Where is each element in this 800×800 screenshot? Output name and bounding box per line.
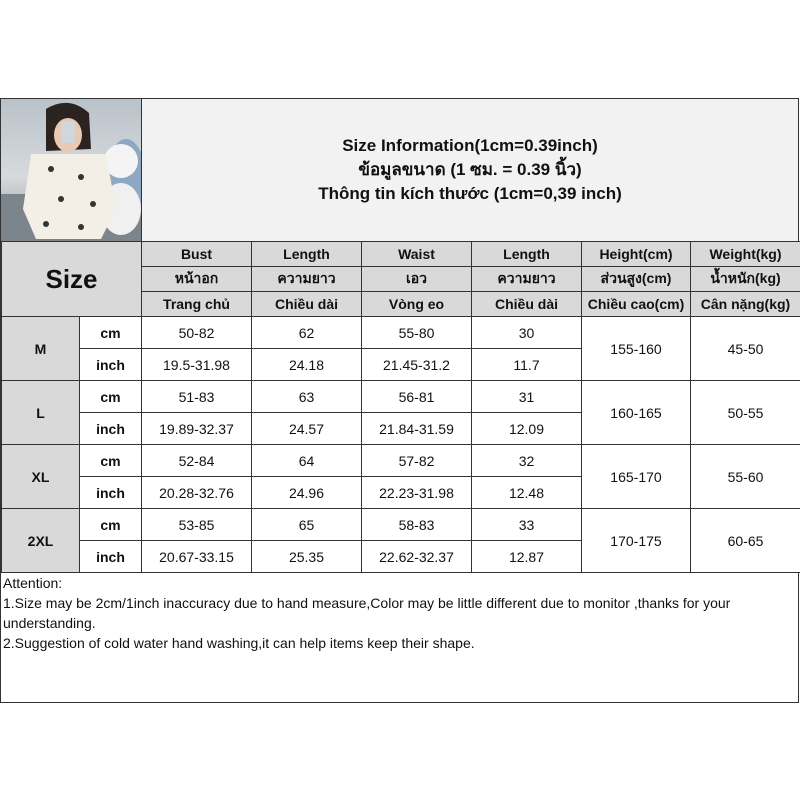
size-label: XL — [1, 444, 80, 509]
measurement-cell: 57-82 — [361, 444, 472, 477]
column-header: Chiều dài — [471, 291, 582, 317]
measurement-cell: 21.84-31.59 — [361, 412, 472, 445]
measurement-cell: 12.09 — [471, 412, 582, 445]
header-row: หน้าอก ความยาว เอว ความยาว ส่วนสูง(cm) น้ำหนั… — [2, 266, 800, 292]
size-label: M — [1, 316, 80, 381]
table-row: 2XL cm 53-85 65 58-83 33 170-175 60-65 — [1, 508, 800, 573]
measurement-cell: 65 — [251, 508, 362, 541]
measurement-cell: 24.96 — [251, 476, 362, 509]
unit-label: cm — [79, 508, 142, 541]
measurement-cell: 55-80 — [361, 316, 472, 349]
measurement-cell: 33 — [471, 508, 582, 541]
measurement-cell: 64 — [251, 444, 362, 477]
measurement-cell: 52-84 — [141, 444, 252, 477]
measurement-cell: 21.45-31.2 — [361, 348, 472, 381]
measurement-cell: 31 — [471, 380, 582, 413]
unit-label: inch — [79, 540, 142, 573]
measurement-cell: 50-82 — [141, 316, 252, 349]
product-photo — [1, 99, 142, 241]
attention-heading: Attention: — [3, 575, 63, 591]
measurement-cell: 58-83 — [361, 508, 472, 541]
column-header: Length — [471, 241, 582, 267]
measurement-cell: 32 — [471, 444, 582, 477]
table-row: XL cm 52-84 64 57-82 32 165-170 55-60 — [1, 444, 800, 509]
column-header: Chiều cao(cm) — [581, 291, 691, 317]
size-header: Size — [1, 241, 142, 317]
title-vietnamese: Thông tin kích thước (1cm=0,39 inch) — [318, 184, 622, 203]
unit-label: inch — [79, 476, 142, 509]
table-row: inch 19.89-32.37 24.57 21.84-31.59 12.09 — [2, 412, 800, 445]
chart-title: Size Information(1cm=0.39inch) ข้อมูลขนา… — [142, 99, 798, 241]
column-header: Chiều dài — [251, 291, 362, 317]
measurement-cell: 19.5-31.98 — [141, 348, 252, 381]
size-table: Size Bust Length Waist Length Height(cm) Weigh… — [1, 241, 800, 573]
column-header: Length — [251, 241, 362, 267]
height-cell: 170-175 — [581, 508, 691, 573]
column-header: น้ำหนัก(kg) — [690, 266, 800, 292]
measurement-cell: 62 — [251, 316, 362, 349]
measurement-cell: 12.87 — [471, 540, 582, 573]
unit-label: cm — [79, 380, 142, 413]
attention-notes: Attention: 1.Size may be 2cm/1inch inacc… — [3, 573, 794, 653]
title-thai: ข้อมูลขนาด (1 ซม. = 0.39 นิ้ว) — [358, 160, 582, 179]
measurement-cell: 24.18 — [251, 348, 362, 381]
table-row: inch 20.67-33.15 25.35 22.62-32.37 12.87 — [2, 540, 800, 573]
measurement-cell: 30 — [471, 316, 582, 349]
measurement-cell: 25.35 — [251, 540, 362, 573]
measurement-cell: 51-83 — [141, 380, 252, 413]
column-header: Vòng eo — [361, 291, 472, 317]
measurement-cell: 19.89-32.37 — [141, 412, 252, 445]
column-header: ความยาว — [251, 266, 362, 292]
weight-cell: 55-60 — [690, 444, 800, 509]
measurement-cell: 22.62-32.37 — [361, 540, 472, 573]
measurement-cell: 12.48 — [471, 476, 582, 509]
unit-label: cm — [79, 316, 142, 349]
measurement-cell: 56-81 — [361, 380, 472, 413]
unit-label: cm — [79, 444, 142, 477]
measurement-cell: 20.67-33.15 — [141, 540, 252, 573]
measurement-cell: 22.23-31.98 — [361, 476, 472, 509]
column-header: Trang chủ — [141, 291, 252, 317]
size-label: 2XL — [1, 508, 80, 573]
column-header: ส่วนสูง(cm) — [581, 266, 691, 292]
header-row: Size Bust Length Waist Length Height(cm) Weigh… — [1, 241, 800, 317]
size-label: L — [1, 380, 80, 445]
weight-cell: 50-55 — [690, 380, 800, 445]
measurement-cell: 20.28-32.76 — [141, 476, 252, 509]
measurement-cell: 63 — [251, 380, 362, 413]
measurement-cell: 24.57 — [251, 412, 362, 445]
header-row: Trang chủ Chiều dài Vòng eo Chiều dài Chiều … — [2, 291, 800, 317]
attention-note-1: 1.Size may be 2cm/1inch inaccuracy due t… — [3, 595, 731, 631]
weight-cell: 45-50 — [690, 316, 800, 381]
title-english: Size Information(1cm=0.39inch) — [342, 136, 598, 155]
column-header: เอว — [361, 266, 472, 292]
model-in-pajamas-image — [1, 102, 141, 241]
unit-label: inch — [79, 348, 142, 381]
column-header: Cân nặng(kg) — [690, 291, 800, 317]
column-header: หน้าอก — [141, 266, 252, 292]
measurement-cell: 11.7 — [471, 348, 582, 381]
column-header: Bust — [141, 241, 252, 267]
column-header: Height(cm) — [581, 241, 691, 267]
height-cell: 165-170 — [581, 444, 691, 509]
height-cell: 160-165 — [581, 380, 691, 445]
attention-note-2: 2.Suggestion of cold water hand washing,… — [3, 635, 475, 651]
measurement-cell: 53-85 — [141, 508, 252, 541]
column-header: Waist — [361, 241, 472, 267]
column-header: ความยาว — [471, 266, 582, 292]
size-chart: Size Information(1cm=0.39inch) ข้อมูลขนา… — [0, 98, 800, 703]
unit-label: inch — [79, 412, 142, 445]
weight-cell: 60-65 — [690, 508, 800, 573]
column-header: Weight(kg) — [690, 241, 800, 267]
height-cell: 155-160 — [581, 316, 691, 381]
